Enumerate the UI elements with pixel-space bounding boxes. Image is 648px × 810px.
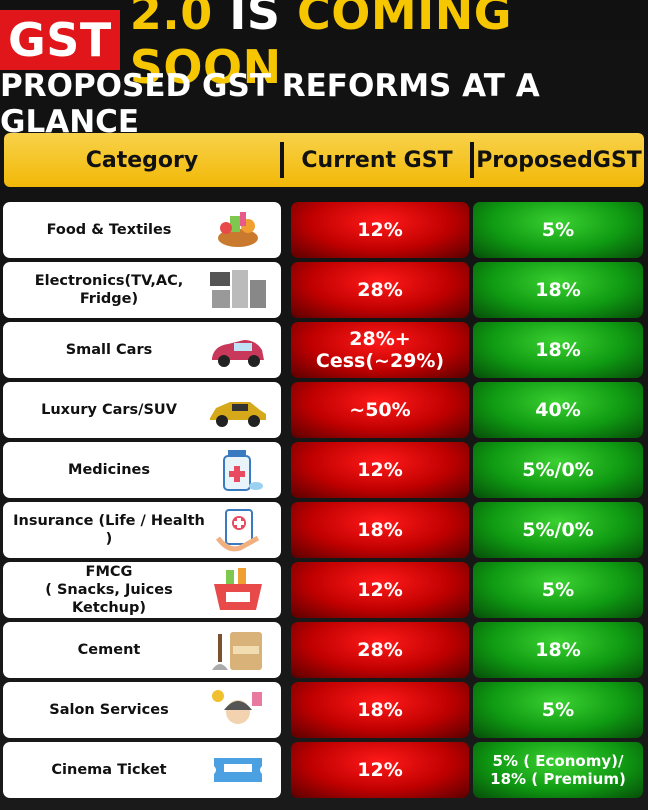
current-gst-cell: 12% — [291, 442, 469, 498]
proposed-gst-cell: 5% — [473, 202, 643, 258]
category-cell: Food & Textiles — [3, 202, 281, 258]
insurance-icon — [208, 508, 268, 552]
table-row: Electronics(TV,AC, Fridge) 28% 18% — [0, 262, 648, 318]
title-text: 2.0 IS COMING SOON — [130, 0, 648, 94]
table-row: Cinema Ticket 12% 5% ( Economy)/ 18% ( Pre… — [0, 742, 648, 798]
category-label: Medicines — [68, 462, 150, 478]
proposed-gst-cell: 40% — [473, 382, 643, 438]
category-cell: FMCG ( Snacks, Juices Ketchup) — [3, 562, 281, 618]
current-gst-cell: 12% — [291, 202, 469, 258]
category-cell: Cement — [3, 622, 281, 678]
header-divider — [280, 142, 284, 178]
current-gst-cell: 28% — [291, 622, 469, 678]
ticket-icon — [208, 748, 268, 792]
table-row: Luxury Cars/SUV ~50% 40% — [0, 382, 648, 438]
table-row: FMCG ( Snacks, Juices Ketchup) 12% 5% — [0, 562, 648, 618]
page-title: GST 2.0 IS COMING SOON — [0, 0, 648, 94]
category-cell: Cinema Ticket — [3, 742, 281, 798]
proposed-gst-cell: 5% — [473, 562, 643, 618]
category-label: Small Cars — [65, 342, 153, 358]
current-gst-cell: 12% — [291, 742, 469, 798]
table-header: Category Current GST ProposedGST — [4, 133, 644, 187]
category-cell: Medicines — [3, 442, 281, 498]
proposed-gst-cell: 18% — [473, 262, 643, 318]
category-label: Salon Services — [49, 702, 169, 718]
category-label: Insurance (Life / Health ) — [13, 513, 205, 547]
table-row: Cement 28% 18% — [0, 622, 648, 678]
category-label: Electronics(TV,AC, Fridge) — [34, 273, 184, 307]
subtitle: PROPOSED GST REFORMS AT A GLANCE — [0, 68, 540, 140]
table-row: Salon Services 18% 5% — [0, 682, 648, 738]
title-version: 2.0 — [129, 0, 213, 40]
food-basket-icon — [208, 208, 268, 252]
luxury-car-icon — [208, 388, 268, 432]
table-row: Insurance (Life / Health ) 18% 5%/0% — [0, 502, 648, 558]
title-coming-soon: COMING SOON — [129, 0, 513, 94]
header-current: Current GST — [301, 147, 453, 173]
current-gst-cell: 18% — [291, 502, 469, 558]
category-cell: Luxury Cars/SUV — [3, 382, 281, 438]
category-cell: Salon Services — [3, 682, 281, 738]
category-cell: Small Cars — [3, 322, 281, 378]
table-row: Food & Textiles 12% 5% — [0, 202, 648, 258]
gst-badge: GST — [0, 10, 120, 70]
category-cell: Insurance (Life / Health ) — [3, 502, 281, 558]
category-label: Luxury Cars/SUV — [41, 402, 177, 418]
small-car-icon — [208, 328, 268, 372]
header-category: Category — [85, 147, 199, 173]
proposed-gst-cell: 5% — [473, 682, 643, 738]
cement-bag-icon — [208, 628, 268, 672]
category-label: FMCG ( Snacks, Juices Ketchup) — [45, 564, 173, 616]
current-gst-cell: 18% — [291, 682, 469, 738]
table-row: Medicines 12% 5%/0% — [0, 442, 648, 498]
medicine-bottle-icon — [208, 448, 268, 492]
current-gst-cell: 12% — [291, 562, 469, 618]
electronics-icon — [208, 268, 268, 312]
proposed-gst-cell: 5%/0% — [473, 502, 643, 558]
proposed-gst-cell: 5% ( Economy)/ 18% ( Premium) — [473, 742, 643, 798]
proposed-gst-cell: 18% — [473, 622, 643, 678]
category-label: Cement — [77, 642, 141, 658]
current-gst-cell: 28%+ Cess(~29%) — [291, 322, 469, 378]
current-gst-cell: ~50% — [291, 382, 469, 438]
proposed-gst-cell: 5%/0% — [473, 442, 643, 498]
table-row: Small Cars 28%+ Cess(~29%) 18% — [0, 322, 648, 378]
current-gst-cell: 28% — [291, 262, 469, 318]
shopping-basket-icon — [208, 568, 268, 612]
title-is: IS — [229, 0, 281, 40]
salon-icon — [208, 688, 268, 732]
header-divider — [470, 142, 474, 178]
header-proposed: ProposedGST — [476, 147, 642, 173]
category-cell: Electronics(TV,AC, Fridge) — [3, 262, 281, 318]
category-label: Food & Textiles — [46, 222, 172, 238]
category-label: Cinema Ticket — [51, 762, 167, 778]
proposed-gst-cell: 18% — [473, 322, 643, 378]
